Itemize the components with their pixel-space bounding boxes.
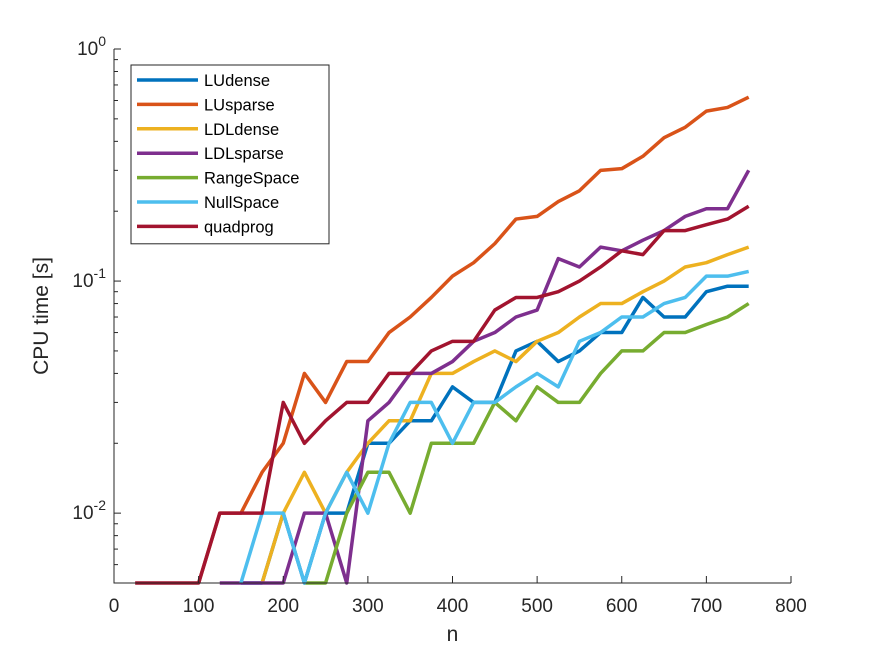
x-tick-label: 800 xyxy=(775,596,807,617)
series-line-lusparse xyxy=(196,95,750,584)
legend-label-quadprog: quadprog xyxy=(204,218,274,236)
legend-label-lusparse: LUsparse xyxy=(204,96,275,114)
x-tick-label: 200 xyxy=(267,596,299,617)
legend-label-rangespace: RangeSpace xyxy=(204,170,299,188)
x-tick-label: 300 xyxy=(352,596,384,617)
x-tick-label: 700 xyxy=(691,596,723,617)
legend-label-ldlsparse: LDLsparse xyxy=(204,145,284,163)
x-tick-label: 0 xyxy=(109,596,120,617)
legend-label-ldldense: LDLdense xyxy=(204,121,279,139)
x-tick-label: 500 xyxy=(521,596,553,617)
x-axis-label: n xyxy=(447,623,459,646)
x-ticks: 0 100 200 300 400 500 600 700 800 xyxy=(109,576,807,617)
x-tick-label: 600 xyxy=(606,596,638,617)
series-line-ldldense xyxy=(260,245,750,584)
axes: 0 100 200 300 400 500 600 700 800 10-2 10-1 100 xyxy=(72,33,806,617)
plot-lines xyxy=(135,95,751,585)
x-tick-label: 100 xyxy=(183,596,215,617)
legend-label-nullspace: NullSpace xyxy=(204,194,279,212)
y-tick-label: 100 xyxy=(77,33,106,60)
series-line-nullspace xyxy=(239,269,750,585)
y-ticks: 10-2 10-1 100 xyxy=(72,33,121,584)
y-tick-label: 10-2 xyxy=(72,497,106,524)
legend: LUdense LUsparse LDLdense LDLsparse RangeSpa… xyxy=(130,64,330,245)
series-line-quadprog xyxy=(135,204,750,585)
legend-label-ludense: LUdense xyxy=(204,72,270,90)
x-tick-label: 400 xyxy=(437,596,469,617)
y-axis-label: CPU time [s] xyxy=(30,257,53,375)
y-tick-label: 10-1 xyxy=(72,265,106,292)
